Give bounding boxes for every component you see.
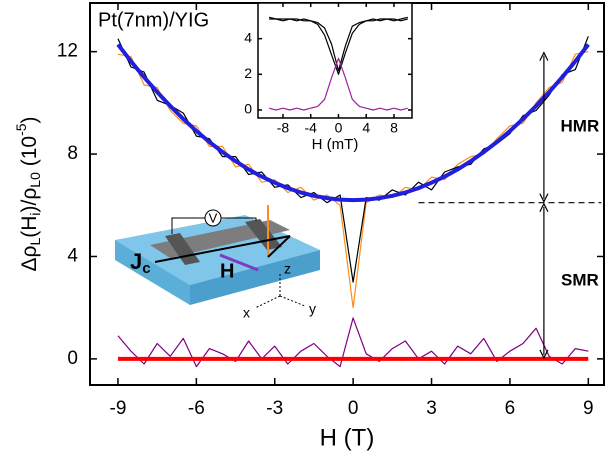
x-tick-label: -6 — [188, 398, 205, 419]
y-axis-label: ΔρL(Hi)/ρL0 (10-5) — [13, 116, 43, 271]
voltmeter — [204, 209, 222, 227]
x-tick-label: 4 — [362, 120, 370, 136]
x-tick-label: -9 — [110, 398, 127, 419]
y-tick-label: 0 — [244, 101, 252, 117]
arrow-head — [539, 202, 549, 360]
substrate-front — [190, 250, 320, 305]
current-arrow — [267, 235, 291, 258]
substrate-side — [115, 240, 190, 305]
data-line — [117, 51, 589, 309]
device-label: Jc — [130, 249, 151, 277]
x-tick-label: 9 — [583, 398, 594, 419]
device-label: y — [309, 301, 316, 317]
y-tick-label: 8 — [67, 143, 78, 164]
y-axis-label-part: Δρ — [18, 246, 41, 272]
annotation-label: HMR — [561, 117, 600, 136]
x-tick-label: -8 — [277, 120, 290, 136]
y-axis-label-part: L0 — [27, 172, 43, 188]
plot-area — [116, 36, 602, 368]
device-label: V — [209, 210, 218, 225]
current-arrow — [154, 235, 291, 263]
plot-area — [268, 16, 408, 111]
x-tick-label: 0 — [348, 398, 359, 419]
y-tick-label: 0 — [67, 348, 78, 369]
contact — [245, 219, 282, 250]
data-line — [268, 57, 408, 111]
chart-title: Pt(7nm)/YIG — [98, 9, 209, 31]
device-label: H — [220, 260, 234, 282]
x-axis-label: H (mT) — [312, 136, 359, 153]
y-axis-label-part: L — [27, 238, 43, 246]
device-sketch — [115, 205, 320, 309]
x-tick-label: 6 — [505, 398, 516, 419]
wire — [171, 217, 257, 234]
data-line — [117, 317, 589, 368]
y-axis-label-part: (10 — [18, 136, 41, 172]
y-tick-label: 4 — [67, 245, 78, 266]
x-tick-label: 8 — [390, 120, 398, 136]
plot-frame — [257, 2, 413, 119]
y-axis-label-part: i — [27, 212, 43, 215]
inset-background — [258, 3, 412, 118]
y-tick-label: 2 — [244, 65, 252, 81]
axes-sketch — [254, 272, 306, 309]
y-axis-label-part: -5 — [13, 123, 29, 136]
arrow-head — [539, 51, 549, 204]
y-axis-label-part: ) — [18, 116, 41, 123]
y-tick-label: 12 — [57, 41, 78, 62]
contact — [165, 233, 200, 265]
data-line — [116, 43, 590, 203]
x-axis-label: H (T) — [320, 424, 375, 451]
device-label: c — [142, 260, 150, 277]
annotation-label: SMR — [561, 270, 599, 289]
x-tick-label: 3 — [426, 398, 437, 419]
y-axis-label-part: (H — [18, 216, 41, 238]
y-tick-label: 4 — [244, 29, 252, 45]
x-tick-label: 0 — [335, 120, 343, 136]
y-axis-label-part: )/ρ — [18, 188, 41, 213]
x-tick-label: -4 — [304, 120, 317, 136]
data-line — [268, 16, 408, 75]
device-label: z — [284, 261, 291, 277]
field-arrow — [219, 253, 259, 272]
device-label: x — [243, 305, 250, 321]
device-label: J — [130, 249, 142, 274]
x-tick-label: -3 — [266, 398, 283, 419]
